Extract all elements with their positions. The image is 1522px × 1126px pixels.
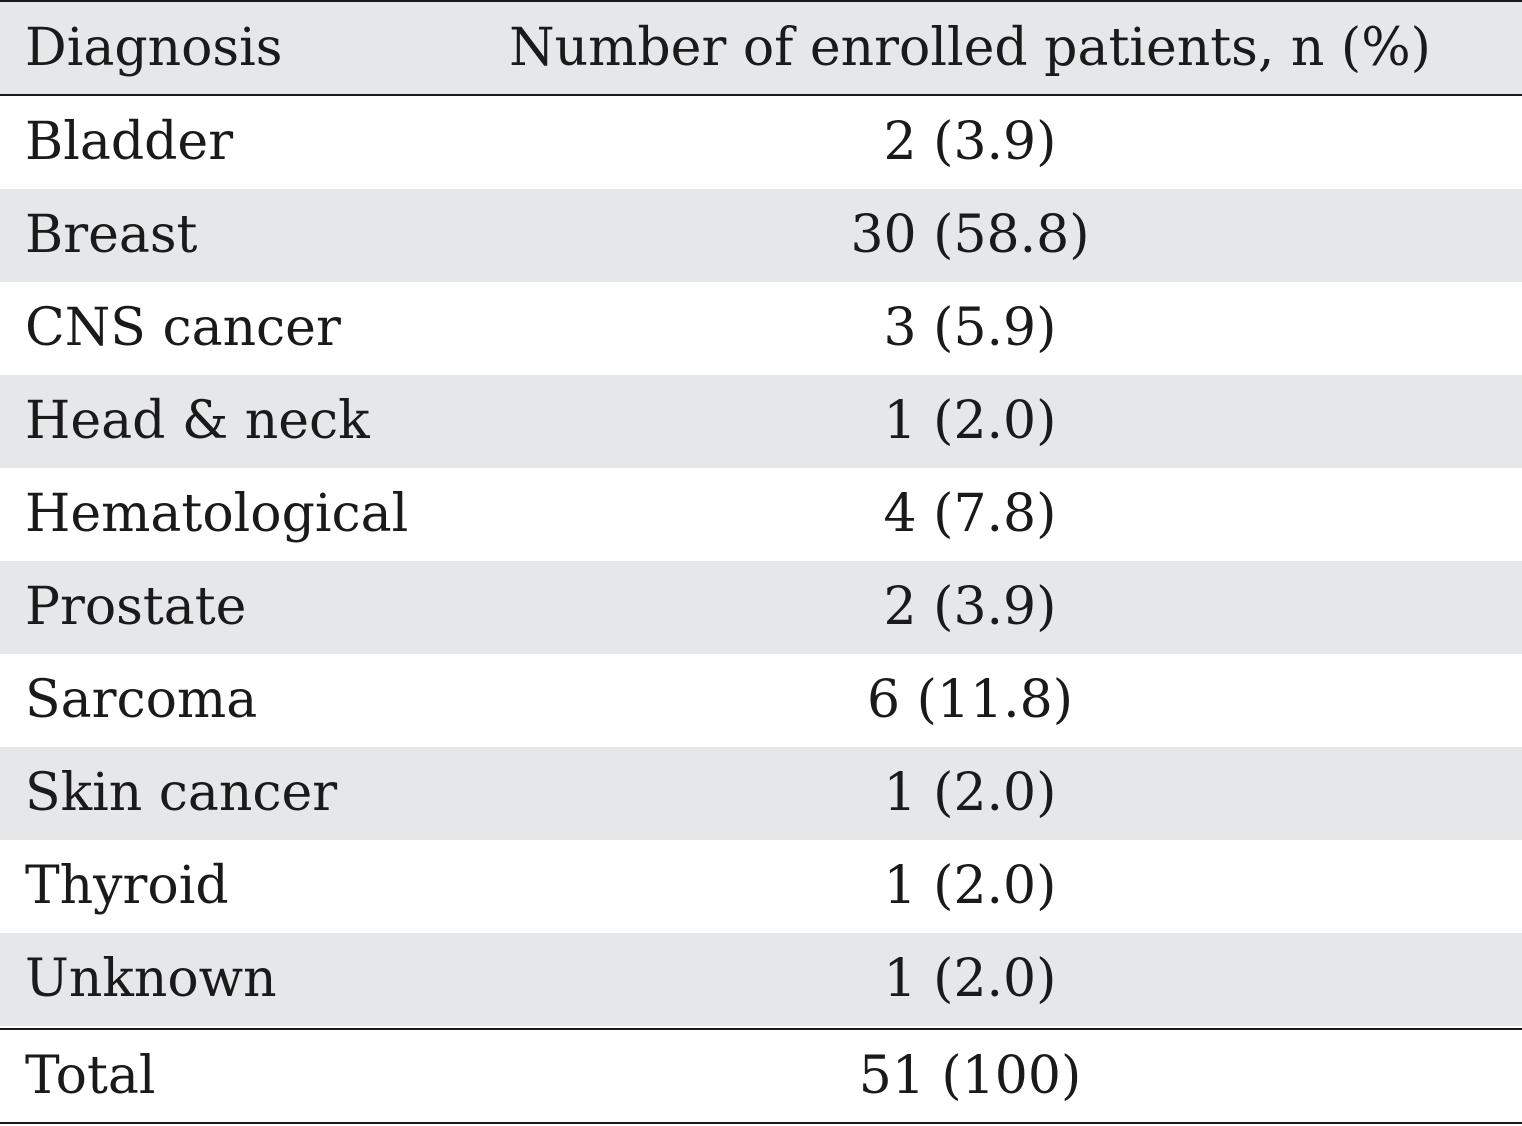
table-row: Hematological 4 (7.8) xyxy=(0,468,1522,561)
row-value: 2 (3.9) xyxy=(883,112,1057,172)
table-row: Thyroid 1 (2.0) xyxy=(0,840,1522,933)
table-row: Head & neck 1 (2.0) xyxy=(0,375,1522,468)
table-header-row: Diagnosis Number of enrolled patients, n… xyxy=(0,2,1522,95)
header-diagnosis: Diagnosis xyxy=(25,18,283,78)
table-row: Breast 30 (58.8) xyxy=(0,189,1522,282)
row-diagnosis: Breast xyxy=(25,205,198,265)
table-row: Sarcoma 6 (11.8) xyxy=(0,654,1522,747)
table-total-row: Total 51 (100) xyxy=(0,1030,1522,1123)
row-value: 1 (2.0) xyxy=(883,949,1057,1009)
total-value: 51 (100) xyxy=(858,1046,1082,1106)
row-diagnosis: Head & neck xyxy=(25,391,370,451)
row-value: 6 (11.8) xyxy=(867,670,1073,730)
top-rule xyxy=(0,0,1522,2)
row-diagnosis: Thyroid xyxy=(25,856,229,916)
header-rule xyxy=(0,94,1522,96)
row-value: 1 (2.0) xyxy=(883,763,1057,823)
row-diagnosis: CNS cancer xyxy=(25,298,341,358)
total-rule xyxy=(0,1028,1522,1030)
row-value: 2 (3.9) xyxy=(883,577,1057,637)
bottom-rule xyxy=(0,1122,1522,1124)
row-value: 3 (5.9) xyxy=(883,298,1057,358)
row-value: 30 (58.8) xyxy=(850,205,1090,265)
row-value: 1 (2.0) xyxy=(883,856,1057,916)
row-diagnosis: Sarcoma xyxy=(25,670,258,730)
row-value: 1 (2.0) xyxy=(883,391,1057,451)
header-enrolled-patients: Number of enrolled patients, n (%) xyxy=(509,18,1431,78)
row-diagnosis: Hematological xyxy=(25,484,409,544)
total-label: Total xyxy=(25,1046,156,1106)
table-row: Unknown 1 (2.0) xyxy=(0,933,1522,1026)
table-row: Skin cancer 1 (2.0) xyxy=(0,747,1522,840)
row-diagnosis: Unknown xyxy=(25,949,277,1009)
row-value: 4 (7.8) xyxy=(883,484,1057,544)
row-diagnosis: Prostate xyxy=(25,577,247,637)
table-row: Bladder 2 (3.9) xyxy=(0,96,1522,189)
row-diagnosis: Bladder xyxy=(25,112,234,172)
table-row: CNS cancer 3 (5.9) xyxy=(0,282,1522,375)
row-diagnosis: Skin cancer xyxy=(25,763,338,823)
table-row: Prostate 2 (3.9) xyxy=(0,561,1522,654)
